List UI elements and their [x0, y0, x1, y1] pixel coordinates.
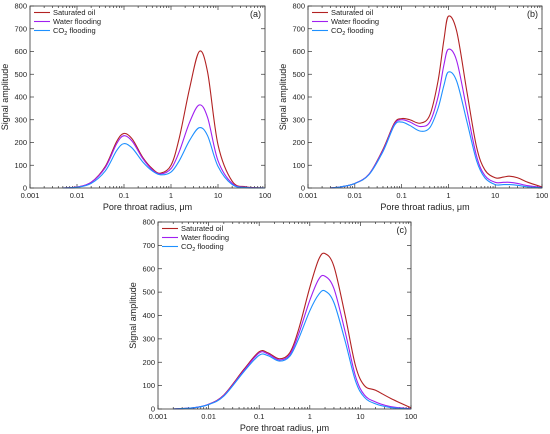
- y-tick-label: 800: [142, 218, 155, 227]
- x-tick-label: 0.001: [149, 412, 168, 421]
- y-tick-label: 400: [142, 311, 155, 320]
- y-tick-label: 100: [14, 161, 27, 170]
- x-axis-label: Pore throat radius, μm: [380, 202, 469, 212]
- y-axis-label: Signal amplitude: [278, 64, 288, 131]
- y-tick-label: 800: [14, 2, 27, 11]
- series-line-1: [62, 50, 266, 189]
- series-line-2: [173, 274, 412, 410]
- x-tick-label: 10: [214, 191, 222, 200]
- x-tick-label: 1: [169, 191, 173, 200]
- y-tick-label: 200: [292, 138, 305, 147]
- x-tick-label: 0.001: [299, 191, 318, 200]
- y-tick-label: 200: [14, 138, 27, 147]
- y-tick-label: 100: [142, 381, 155, 390]
- x-tick-label: 10: [491, 191, 499, 200]
- legend-label-3: CO2 flooding: [53, 26, 96, 37]
- legend-label-3: CO2 flooding: [331, 26, 374, 37]
- x-tick-label: 0.01: [347, 191, 362, 200]
- x-tick-label: 0.01: [201, 412, 216, 421]
- y-tick-label: 300: [142, 334, 155, 343]
- y-tick-label: 400: [292, 93, 305, 102]
- y-tick-label: 100: [292, 161, 305, 170]
- legend-label-3: CO2 flooding: [181, 242, 224, 253]
- plot-frame: [157, 221, 412, 410]
- y-tick-label: 0: [151, 405, 155, 414]
- y-tick-label: 500: [292, 70, 305, 79]
- x-axis-label: Pore throat radius, μm: [103, 202, 192, 212]
- series-line-1: [173, 252, 412, 410]
- y-tick-label: 800: [292, 2, 305, 11]
- y-tick-label: 700: [292, 24, 305, 33]
- y-tick-label: 400: [14, 93, 27, 102]
- chart-panel-2: 0.001 0.01 0.1 1 10 100 0 100 200 300 400 500 600 700…: [278, 2, 548, 212]
- panel-label: (a): [250, 9, 261, 19]
- series-line-3: [173, 289, 412, 410]
- series-line-2: [62, 104, 266, 189]
- y-tick-label: 200: [142, 358, 155, 367]
- x-tick-label: 100: [405, 412, 418, 421]
- y-tick-label: 300: [14, 115, 27, 124]
- y-tick-label: 500: [142, 288, 155, 297]
- y-tick-label: 0: [23, 184, 27, 193]
- x-tick-label: 1: [446, 191, 450, 200]
- x-tick-label: 100: [259, 191, 272, 200]
- legend-label-1: Saturated oil: [181, 224, 223, 233]
- series-line-3: [330, 71, 543, 189]
- x-tick-label: 0.1: [119, 191, 129, 200]
- legend-label-1: Saturated oil: [53, 8, 95, 17]
- x-axis-label: Pore throat radius, μm: [240, 423, 329, 433]
- y-axis-label: Signal amplitude: [0, 64, 10, 131]
- series-line-1: [330, 15, 543, 189]
- y-tick-label: 600: [142, 264, 155, 273]
- y-tick-label: 600: [14, 47, 27, 56]
- x-tick-label: 0.01: [70, 191, 85, 200]
- x-tick-label: 1: [308, 412, 312, 421]
- y-tick-label: 500: [14, 70, 27, 79]
- legend-label-2: Water flooding: [53, 17, 101, 26]
- legend-label-2: Water flooding: [331, 17, 379, 26]
- x-tick-label: 10: [356, 412, 364, 421]
- x-tick-label: 0.001: [21, 191, 40, 200]
- y-tick-label: 600: [292, 47, 305, 56]
- panel-label: (b): [527, 9, 538, 19]
- x-tick-label: 0.1: [254, 412, 264, 421]
- legend-label-1: Saturated oil: [331, 8, 373, 17]
- y-axis-label: Signal amplitude: [128, 282, 138, 349]
- y-tick-label: 0: [301, 184, 305, 193]
- legend-label-2: Water flooding: [181, 233, 229, 242]
- y-tick-label: 700: [14, 24, 27, 33]
- y-tick-label: 700: [142, 241, 155, 250]
- series-line-3: [62, 127, 266, 189]
- y-tick-label: 300: [292, 115, 305, 124]
- plot-frame: [29, 5, 266, 189]
- x-tick-label: 100: [536, 191, 549, 200]
- series-line-2: [330, 48, 543, 189]
- plot-frame: [307, 5, 543, 189]
- chart-panel-1: 0.001 0.01 0.1 1 10 100 0 100 200 300 400 500 600 700…: [0, 2, 271, 212]
- chart-panel-3: 0.001 0.01 0.1 1 10 100 0 100 200 300 400 500 600 700…: [128, 218, 417, 433]
- panel-label: (c): [397, 225, 408, 235]
- x-tick-label: 0.1: [396, 191, 406, 200]
